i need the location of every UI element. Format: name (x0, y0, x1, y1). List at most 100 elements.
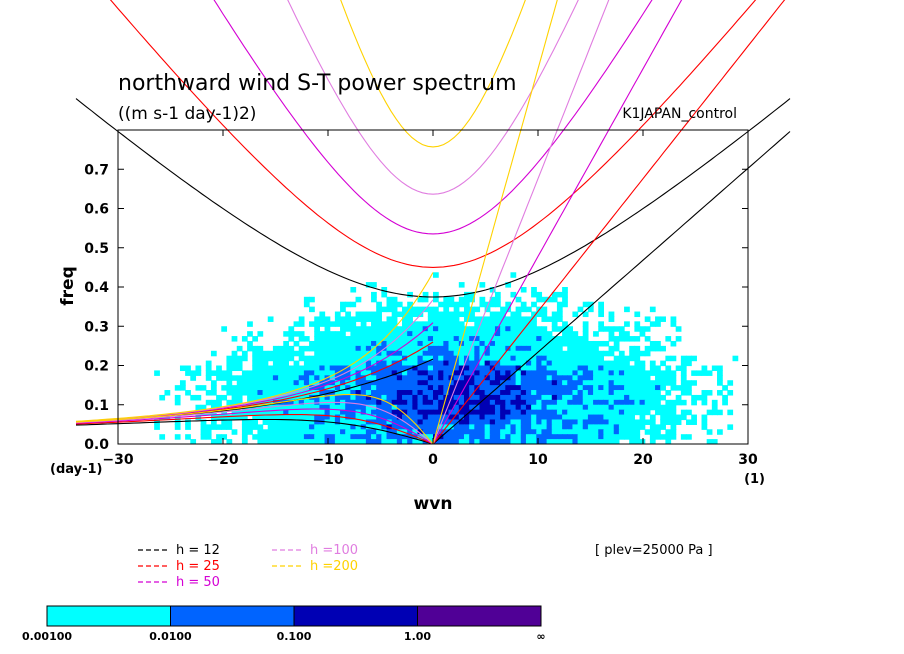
heatmap-cell (433, 380, 439, 386)
heatmap-cell (675, 336, 682, 342)
heatmap-cell (417, 296, 424, 303)
heatmap-cell (546, 419, 553, 425)
heatmap-cell (283, 355, 290, 362)
heatmap-cell (314, 429, 320, 435)
heatmap-cell (443, 326, 450, 332)
heatmap-cell (536, 375, 543, 381)
heatmap-cell (572, 345, 579, 352)
heatmap-cell (329, 394, 336, 401)
heatmap-cell (474, 350, 481, 357)
heatmap-cell (458, 326, 465, 332)
heatmap-cell (427, 385, 434, 391)
heatmap-cell (267, 370, 274, 376)
heatmap-cell (376, 311, 382, 318)
heatmap-cell (680, 385, 687, 391)
dispersion-curve (340, 0, 526, 148)
heatmap-cell (350, 439, 357, 444)
heatmap-cell (252, 345, 259, 352)
heatmap-cell (562, 385, 568, 391)
heatmap-cell (489, 316, 496, 322)
heatmap-cell (314, 316, 320, 322)
heatmap-cell (443, 385, 450, 391)
heatmap-cell (593, 429, 599, 435)
heatmap-cell (556, 439, 563, 444)
heatmap-cell (613, 340, 620, 347)
heatmap-cell (732, 355, 739, 362)
legend-label: h =200 (310, 559, 358, 574)
heatmap-cell (680, 360, 687, 367)
heatmap-cell (365, 336, 372, 342)
heatmap-cell (448, 336, 455, 342)
heatmap-cell (541, 414, 548, 421)
heatmap-cell (551, 409, 558, 416)
heatmap-cell (422, 414, 429, 421)
heatmap-cell (675, 414, 682, 421)
heatmap-cell (572, 385, 579, 391)
heatmap-cell (593, 424, 599, 430)
heatmap-cell (448, 409, 455, 416)
heatmap-cell (629, 414, 635, 421)
heatmap-cell (221, 370, 228, 376)
heatmap-cell (376, 370, 382, 376)
heatmap-cell (587, 399, 594, 406)
heatmap-cell (474, 399, 481, 406)
heatmap-cell (448, 370, 455, 376)
heatmap-cell (536, 419, 543, 425)
heatmap-cell (231, 365, 238, 372)
heatmap-cell (531, 380, 537, 386)
heatmap-cell (593, 360, 599, 367)
heatmap-cell (340, 326, 346, 332)
heatmap-cell (443, 355, 450, 362)
heatmap-cell (340, 365, 346, 372)
heatmap-cell (598, 404, 605, 411)
heatmap-cell (686, 409, 692, 416)
heatmap-cell (675, 365, 682, 372)
heatmap-cell (510, 365, 517, 372)
heatmap-cell (484, 321, 491, 327)
heatmap-cell (541, 429, 548, 435)
heatmap-cell (536, 390, 543, 396)
heatmap-cell (350, 370, 357, 376)
heatmap-cell (639, 331, 646, 337)
y-tick-label: 0.5 (84, 241, 109, 257)
heatmap-cell (272, 380, 279, 386)
heatmap-cell (484, 336, 491, 342)
heatmap-cell (402, 345, 408, 352)
heatmap-cell (216, 365, 222, 372)
heatmap-cell (298, 365, 305, 372)
heatmap-cell (567, 331, 574, 337)
heatmap-cell (531, 350, 537, 357)
heatmap-cell (469, 340, 475, 347)
heatmap-cell (293, 394, 300, 401)
heatmap-cell (407, 350, 413, 357)
heatmap-cell (479, 409, 486, 416)
heatmap-cell (577, 419, 584, 425)
heatmap-cell (376, 365, 382, 372)
heatmap-cell (587, 424, 594, 430)
heatmap-cell (226, 375, 233, 381)
heatmap-cell (701, 390, 708, 396)
heatmap-cell (376, 336, 382, 342)
heatmap-cell (443, 301, 450, 308)
heatmap-cell (686, 355, 692, 362)
heatmap-cell (283, 331, 290, 337)
heatmap-cell (278, 370, 284, 376)
heatmap-cell (448, 296, 455, 303)
heatmap-cell (334, 340, 341, 347)
heatmap-cell (613, 355, 620, 362)
heatmap-cell (210, 380, 217, 386)
heatmap-cell (458, 360, 465, 367)
heatmap-cell (582, 424, 589, 430)
heatmap-cell (303, 414, 310, 421)
heatmap-cell (474, 375, 481, 381)
heatmap-cell (438, 340, 444, 347)
heatmap-cell (536, 360, 543, 367)
heatmap-cell (360, 365, 367, 372)
heatmap-cell (546, 409, 553, 416)
heatmap-cell (489, 414, 496, 421)
heatmap-cell (567, 385, 574, 391)
heatmap-cell (587, 394, 594, 401)
heatmap-cell (391, 394, 398, 401)
heatmap-cell (505, 350, 512, 357)
heatmap-cell (520, 439, 527, 444)
